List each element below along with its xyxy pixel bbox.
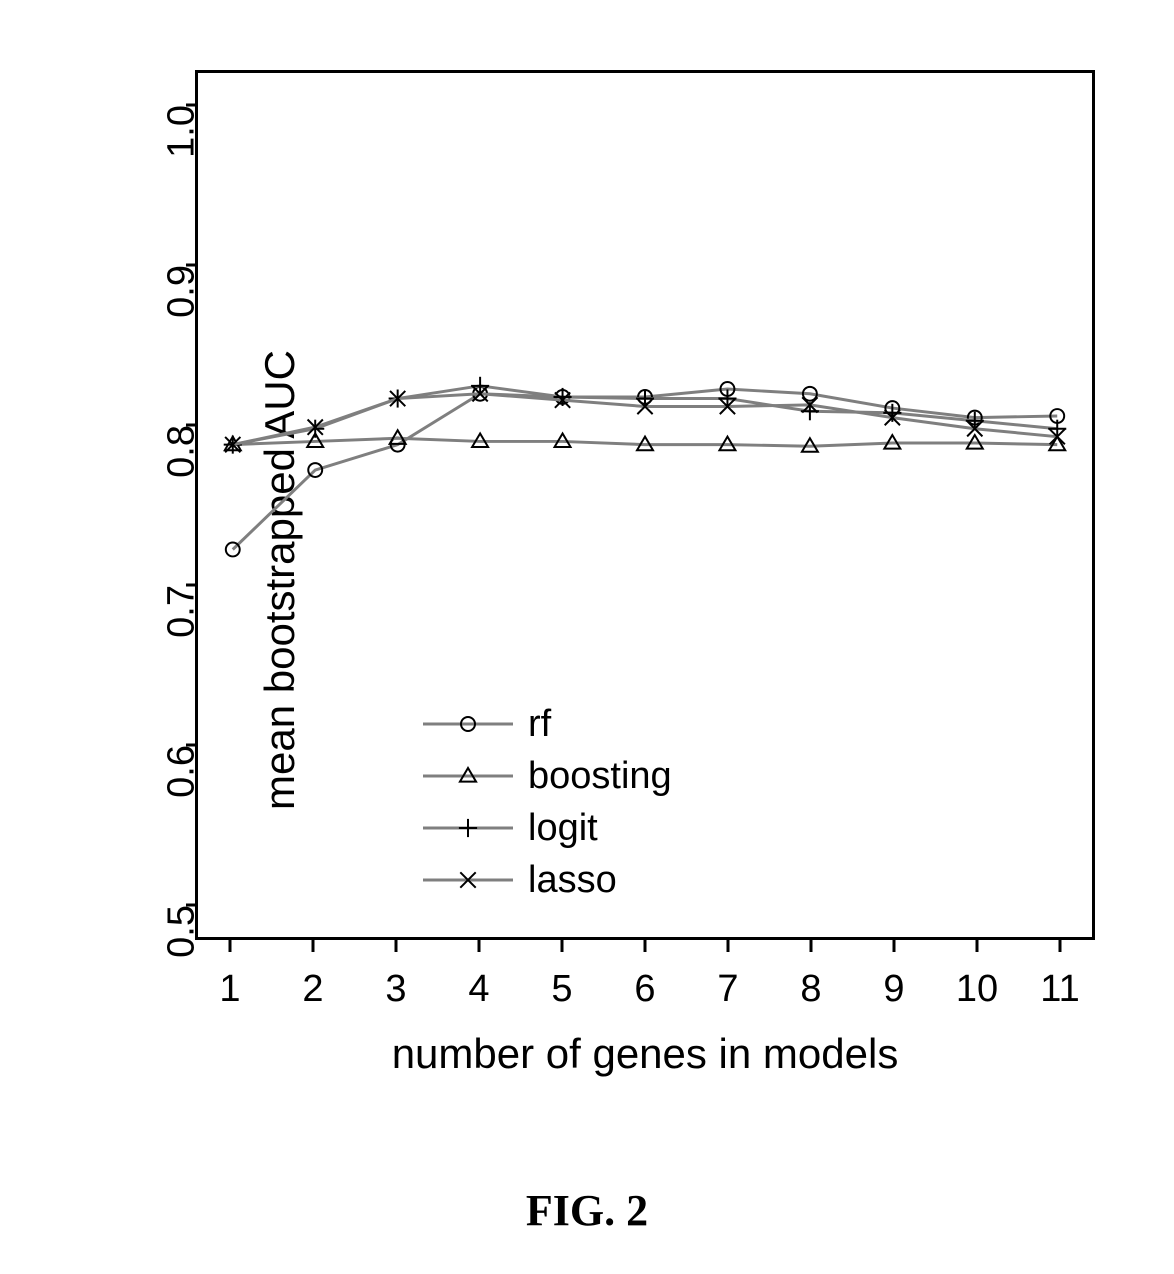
legend-label: logit	[528, 807, 598, 850]
chart-container: mean bootstrapped AUC rfboostinglogitlas…	[40, 40, 1134, 1120]
legend-row: lasso	[418, 854, 672, 906]
y-tick-mark	[186, 264, 198, 267]
y-tick-label: 0.6	[161, 745, 204, 798]
legend-row: boosting	[418, 750, 672, 802]
x-tick-mark	[229, 940, 232, 952]
legend-marker	[418, 704, 518, 744]
legend-label: lasso	[528, 859, 617, 902]
x-tick-label: 1	[219, 968, 240, 1011]
legend-marker	[418, 808, 518, 848]
x-tick-mark	[810, 940, 813, 952]
y-tick-label: 0.9	[161, 265, 204, 318]
x-tick-label: 7	[717, 968, 738, 1011]
y-tick-mark	[186, 104, 198, 107]
y-tick-label: 1.0	[161, 105, 204, 158]
y-tick-label: 0.8	[161, 425, 204, 478]
x-tick-label: 8	[800, 968, 821, 1011]
x-axis-label: number of genes in models	[195, 1030, 1095, 1078]
x-tick-mark	[727, 940, 730, 952]
x-tick-mark	[561, 940, 564, 952]
y-tick-label: 0.5	[161, 905, 204, 958]
x-tick-mark	[312, 940, 315, 952]
y-tick-mark	[186, 424, 198, 427]
plot-area: rf boosting logit lasso	[195, 70, 1095, 940]
x-tick-label: 3	[385, 968, 406, 1011]
x-tick-label: 4	[468, 968, 489, 1011]
legend: rf boosting logit lasso	[418, 698, 672, 906]
x-tick-mark	[1059, 940, 1062, 952]
x-tick-label: 11	[1040, 968, 1079, 1011]
figure-caption: FIG. 2	[0, 1185, 1174, 1236]
x-tick-label: 10	[956, 968, 998, 1011]
x-tick-label: 9	[883, 968, 904, 1011]
legend-label: boosting	[528, 755, 672, 798]
legend-row: logit	[418, 802, 672, 854]
y-tick-label: 0.7	[161, 585, 204, 638]
y-tick-mark	[186, 744, 198, 747]
legend-row: rf	[418, 698, 672, 750]
y-tick-mark	[186, 904, 198, 907]
x-tick-mark	[644, 940, 647, 952]
x-tick-mark	[893, 940, 896, 952]
x-tick-label: 2	[302, 968, 323, 1011]
x-tick-label: 5	[551, 968, 572, 1011]
legend-label: rf	[528, 703, 551, 746]
legend-marker	[418, 756, 518, 796]
x-tick-mark	[976, 940, 979, 952]
x-tick-label: 6	[634, 968, 655, 1011]
x-tick-mark	[395, 940, 398, 952]
legend-marker	[418, 860, 518, 900]
x-tick-mark	[478, 940, 481, 952]
y-tick-mark	[186, 584, 198, 587]
